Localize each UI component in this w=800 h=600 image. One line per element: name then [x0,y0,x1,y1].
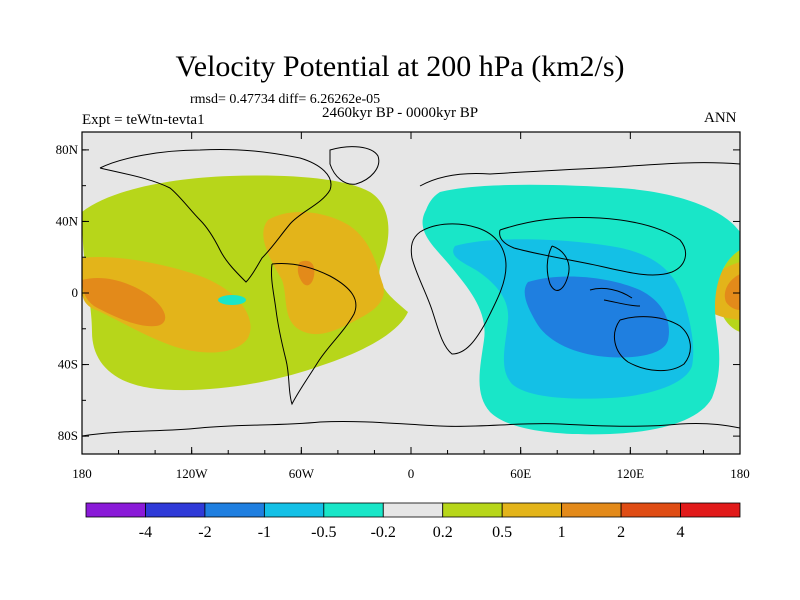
x-tick-label: 120W [176,466,209,481]
x-tick-label: 60W [289,466,315,481]
y-tick-label: 0 [72,285,79,300]
colorbar-label: 0.5 [492,524,512,541]
y-axis: 80N 40N 0 40S 80S [56,142,740,443]
colorbar-label: -1 [258,524,271,541]
colorbar-label: -0.5 [311,524,336,541]
x-tick-label: 0 [408,466,415,481]
colorbar-swatch [323,502,384,518]
plot-title: Velocity Potential at 200 hPa (km2/s) [175,50,625,83]
colorbar-swatch [85,502,146,518]
y-tick-label: 80S [58,428,78,443]
colorbar-label: -4 [139,524,152,541]
colorbar: -4 -2 -1 -0.5 -0.2 0.2 0.5 1 2 4 [85,502,741,541]
coast-asia [499,217,687,276]
positive-1-central [297,260,315,286]
y-tick-label: 40S [58,357,78,372]
x-tick-label: 180 [72,466,92,481]
colorbar-swatch [204,502,265,518]
coast-india [546,245,570,291]
x-tick-label: 180 [730,466,750,481]
colorbar-swatch [145,502,206,518]
coast-antarctica [82,420,740,437]
coast-greenland [329,146,380,185]
colorbar-label: -0.2 [371,524,396,541]
season-label: ANN [704,110,737,126]
negative-patch-pacific [218,295,246,305]
colorbar-swatch [382,502,444,518]
colorbar-label: -2 [198,524,211,541]
coast-australia [613,316,691,371]
colorbar-swatch [263,502,325,518]
colorbar-swatch [561,502,622,518]
experiment-label: Expt = teWtn-tevta1 [82,112,205,128]
coastlines [82,146,740,437]
period-label: 2460kyr BP - 0000kyr BP [322,105,479,121]
coast-europe [419,162,740,187]
stats-text: rmsd= 0.47734 diff= 6.26262e-05 [190,92,381,107]
colorbar-label: 1 [558,524,566,541]
positive-1-west [82,277,166,327]
y-tick-label: 80N [56,142,79,157]
x-tick-label: 120E [617,466,645,481]
colorbar-label: 2 [617,524,625,541]
colorbar-label: 0.2 [433,524,453,541]
colorbar-label: 4 [677,524,685,541]
colorbar-swatch [501,502,563,518]
negative-lobe-1 [524,276,669,358]
positive-0.5-west [82,256,251,353]
coast-south-america [271,263,357,406]
contour-field [82,132,740,454]
colorbar-swatch [442,502,503,518]
x-tick-label: 60E [510,466,531,481]
colorbar-swatch [680,502,741,518]
coast-maritime-continent [589,287,641,307]
coast-africa [410,223,507,355]
y-tick-label: 40N [56,213,79,228]
coast-north-america [99,148,332,283]
positive-1-east [724,274,740,310]
x-axis: 180 120W 60W 0 60E 120E 180 [72,132,750,481]
colorbar-swatch [620,502,681,518]
